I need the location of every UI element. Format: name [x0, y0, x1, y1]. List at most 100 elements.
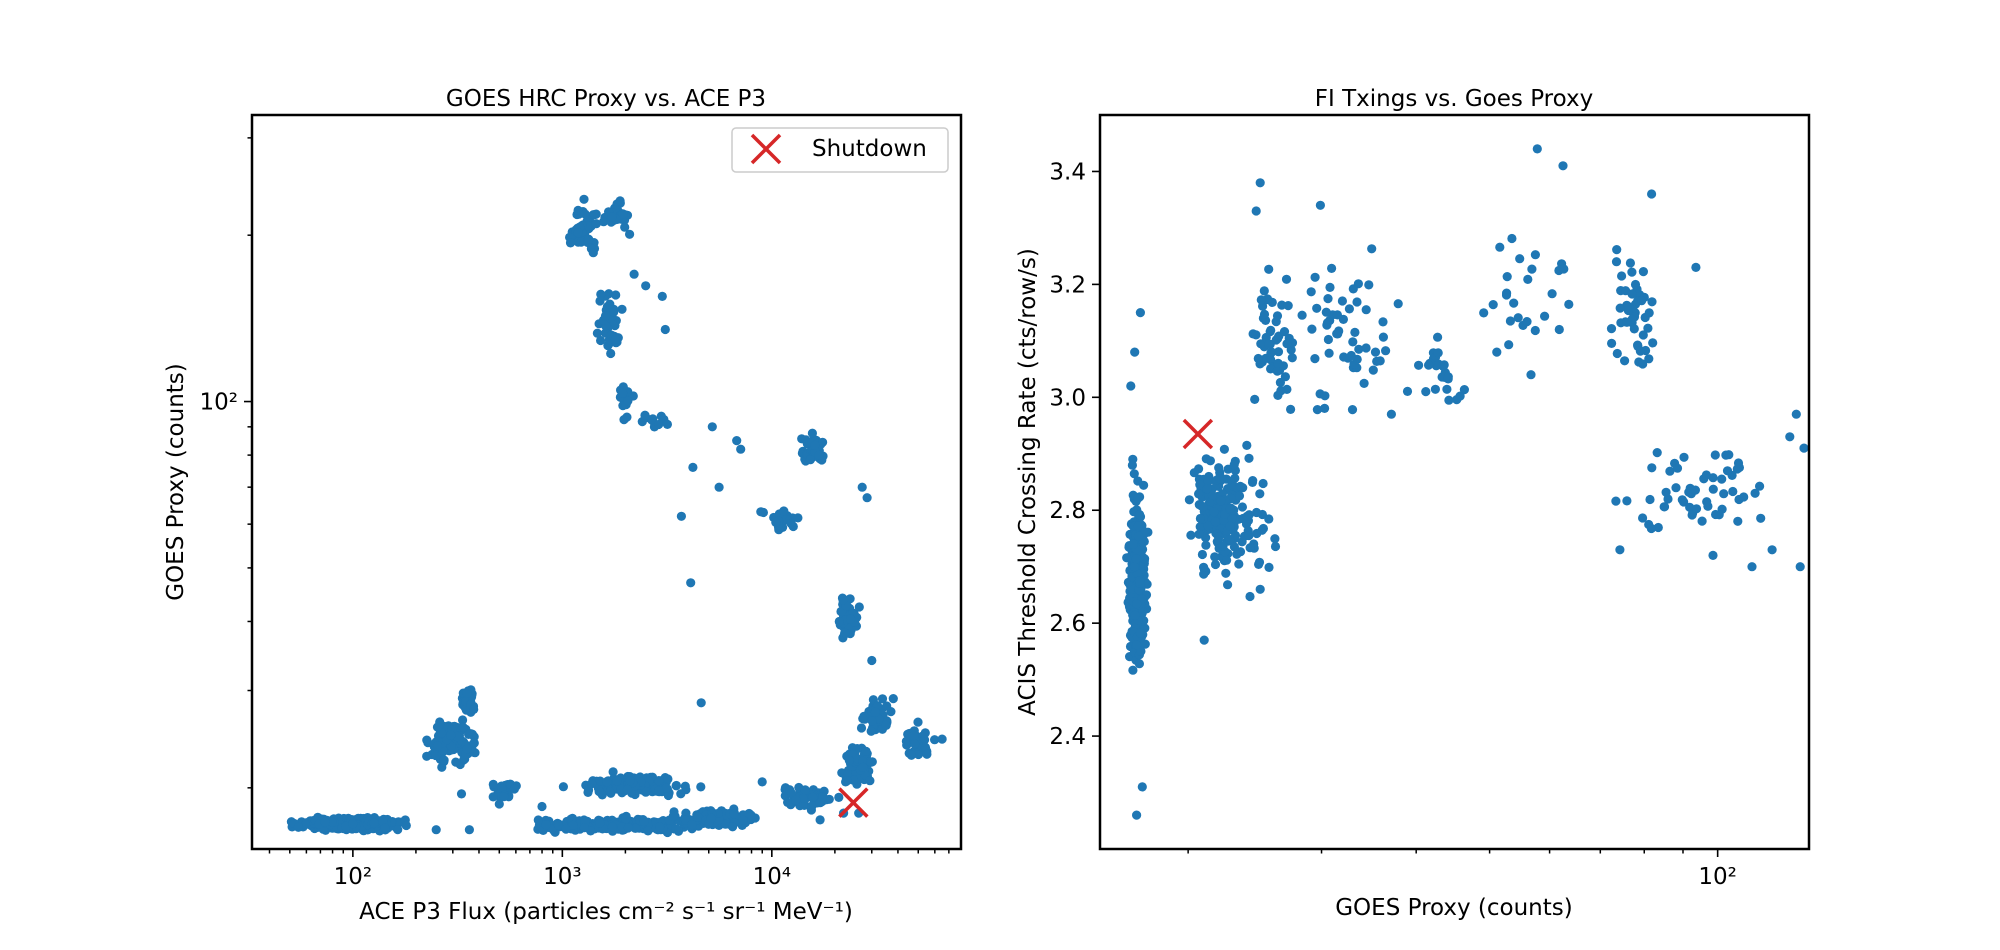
data-point: [1221, 568, 1231, 578]
data-point: [882, 701, 892, 711]
data-point: [640, 410, 650, 420]
data-point: [458, 722, 468, 732]
data-point: [1229, 460, 1239, 470]
data-point: [922, 749, 932, 759]
axes-frame: [250, 113, 963, 851]
data-point: [1248, 476, 1258, 486]
data-point: [446, 741, 456, 751]
y-tick-label: 3.0: [1049, 385, 1086, 411]
data-point: [818, 437, 828, 447]
data-point: [605, 786, 616, 797]
data-point: [793, 513, 803, 523]
data-point: [854, 602, 864, 612]
data-point: [1710, 450, 1720, 460]
data-point: [1607, 338, 1617, 348]
data-point: [1504, 340, 1514, 350]
data-point: [1129, 562, 1139, 572]
data-point: [579, 194, 589, 204]
data-point: [1266, 355, 1276, 365]
data-point: [1258, 478, 1268, 489]
data-point: [1372, 356, 1382, 366]
data-point: [1433, 348, 1443, 358]
data-point: [1361, 305, 1371, 315]
x-tick-label: 10²: [334, 864, 373, 890]
data-point: [1132, 599, 1142, 609]
y-tick-label: 10²: [200, 390, 239, 416]
data-point: [1225, 503, 1235, 513]
data-point: [641, 786, 651, 797]
data-point: [1323, 334, 1333, 345]
data-point: [661, 783, 671, 793]
shutdown-marker: [1182, 418, 1214, 450]
data-point: [1199, 569, 1209, 579]
data-point: [1564, 299, 1574, 309]
data-point: [1256, 295, 1266, 305]
data-point: [881, 720, 891, 731]
data-point: [1442, 384, 1452, 394]
data-point: [862, 493, 872, 503]
data-point: [607, 822, 618, 832]
data-point: [807, 428, 818, 438]
data-point: [1439, 360, 1449, 370]
data-point: [606, 348, 616, 359]
data-point: [456, 789, 467, 799]
data-point: [1195, 513, 1205, 524]
data-point: [1637, 296, 1647, 306]
data-point: [1620, 356, 1630, 366]
data-point: [1129, 469, 1139, 479]
data-point: [1378, 332, 1388, 342]
data-point: [1327, 263, 1337, 273]
data-point: [774, 525, 784, 535]
data-point: [579, 823, 590, 833]
data-point: [1264, 514, 1274, 524]
data-point: [1691, 262, 1701, 272]
data-point: [629, 269, 639, 279]
y-axis-label: GOES Proxy (counts): [163, 363, 189, 601]
data-point: [1244, 453, 1254, 463]
data-point: [1306, 287, 1316, 297]
data-point: [1276, 386, 1286, 396]
data-point: [393, 825, 403, 835]
data-point: [654, 776, 664, 786]
data-point: [1207, 490, 1217, 500]
data-point: [1647, 297, 1657, 307]
data-point: [1691, 504, 1702, 514]
data-point: [1194, 529, 1204, 539]
data-point: [1270, 534, 1280, 544]
data-point: [1530, 325, 1540, 336]
data-point: [605, 299, 615, 309]
data-point: [1281, 274, 1292, 284]
data-point: [565, 238, 576, 248]
data-point: [1214, 474, 1225, 484]
data-point: [1393, 299, 1403, 309]
data-point: [1199, 635, 1209, 645]
data-point: [1724, 450, 1734, 460]
data-point: [1245, 543, 1255, 553]
data-point: [1488, 300, 1498, 310]
data-point: [668, 811, 678, 822]
data-point: [293, 822, 303, 832]
data-point: [1348, 284, 1358, 294]
data-point: [1230, 473, 1240, 483]
data-point: [1701, 470, 1711, 480]
data-point: [786, 519, 796, 529]
data-point: [1359, 378, 1369, 388]
data-point: [1256, 339, 1266, 349]
data-point: [639, 816, 649, 827]
data-point: [1251, 330, 1261, 340]
data-point: [930, 735, 940, 745]
data-point: [913, 749, 924, 760]
data-point: [1647, 463, 1657, 473]
data-point: [599, 217, 609, 227]
data-point: [662, 419, 673, 429]
data-point: [573, 228, 583, 238]
data-point: [909, 730, 919, 741]
data-point: [561, 824, 571, 834]
data-point: [1728, 486, 1738, 497]
data-point: [1264, 264, 1274, 274]
data-point: [1622, 302, 1632, 312]
data-point: [1799, 443, 1809, 453]
data-point: [810, 440, 820, 450]
data-point: [1255, 178, 1265, 188]
